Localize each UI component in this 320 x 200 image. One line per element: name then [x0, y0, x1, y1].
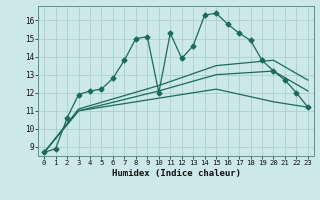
X-axis label: Humidex (Indice chaleur): Humidex (Indice chaleur): [111, 169, 241, 178]
